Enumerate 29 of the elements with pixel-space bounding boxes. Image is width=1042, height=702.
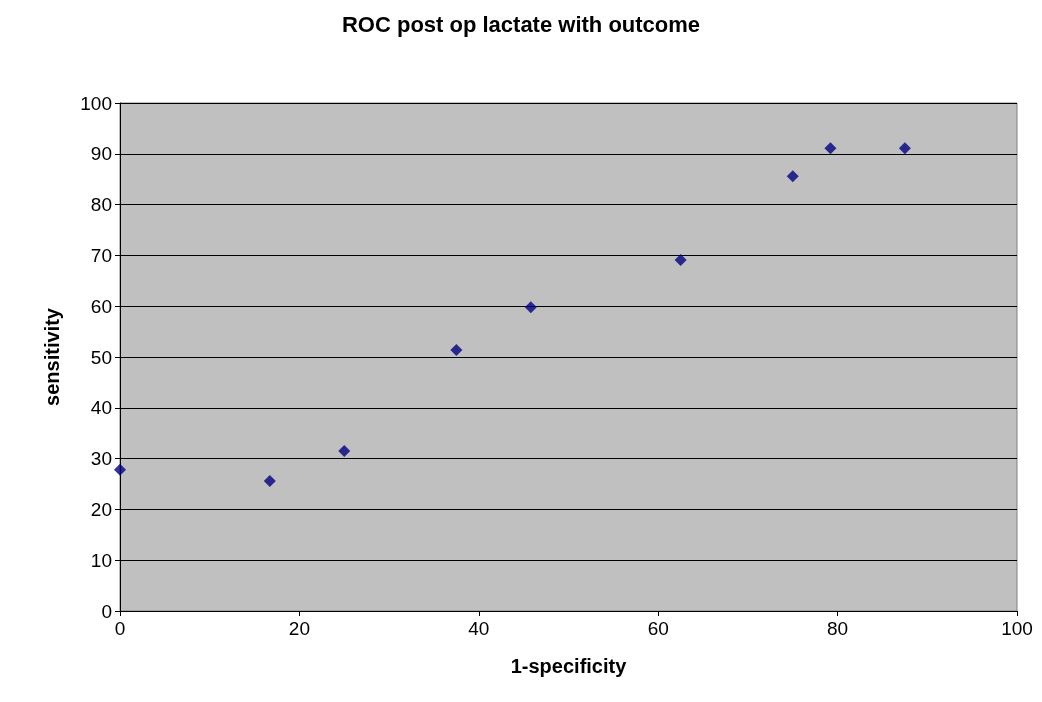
point	[450, 343, 463, 356]
point	[263, 474, 276, 487]
x-tick-label: 0	[114, 618, 126, 639]
point	[824, 142, 837, 155]
y-tick-label: 100	[80, 92, 112, 114]
x-axis-title: 1-specificity	[510, 655, 628, 677]
point	[524, 301, 537, 314]
point	[898, 142, 911, 155]
point	[674, 253, 687, 266]
y-tick-label: 90	[90, 143, 112, 165]
y-tick-label: 70	[90, 244, 112, 266]
x-tick-label: 60	[647, 618, 669, 639]
y-tick-label: 80	[90, 194, 112, 216]
point	[114, 463, 126, 476]
x-tick-label: 80	[827, 618, 849, 639]
y-tick-label: 10	[90, 549, 112, 571]
x-tick-label: 100	[1001, 618, 1033, 639]
y-tick-label: 60	[90, 295, 112, 317]
y-tick-label: 20	[90, 498, 112, 520]
y-tick-label: 30	[90, 448, 112, 470]
y-tick-label: 50	[90, 346, 112, 368]
x-tick-label: 20	[288, 618, 310, 639]
y-tick-label: 0	[101, 600, 112, 622]
point	[338, 444, 351, 457]
y-axis-title: sensitivity	[41, 307, 63, 406]
x-tick-label: 40	[468, 618, 490, 639]
point	[786, 170, 799, 183]
y-tick-label: 40	[90, 397, 112, 419]
chart-title: ROC post op lactate with outcome	[341, 11, 701, 37]
